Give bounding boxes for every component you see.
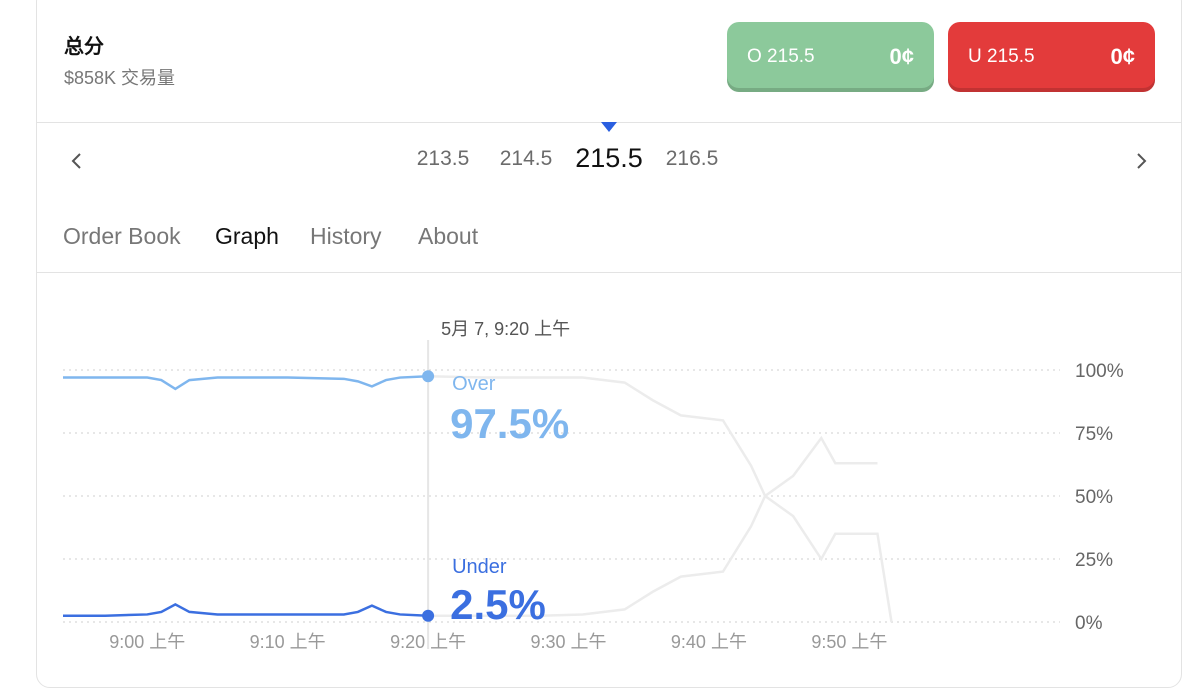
- y-tick-label: 100%: [1075, 361, 1124, 382]
- bet-price: 0¢: [889, 44, 914, 69]
- hover-value: 97.5%: [450, 400, 569, 447]
- legend-name: Under: [452, 556, 507, 578]
- tab[interactable]: About: [418, 223, 479, 249]
- x-tick-label: 9:00 上午: [109, 632, 185, 649]
- bet-price: 0¢: [1110, 44, 1135, 69]
- series-line: [428, 435, 878, 617]
- x-tick-label: 9:30 上午: [530, 632, 606, 649]
- series-line: [63, 602, 429, 617]
- nav-icons: [71, 122, 1147, 169]
- y-tick-label: 75%: [1075, 424, 1113, 445]
- y-tick-label: 0%: [1075, 613, 1103, 634]
- line-option[interactable]: 213.5: [416, 147, 470, 170]
- hover-dot: [422, 370, 435, 383]
- x-tick-label: 9:50 上午: [811, 632, 887, 649]
- tab[interactable]: History: [310, 223, 382, 249]
- y-tick-label: 25%: [1075, 550, 1113, 571]
- line-option[interactable]: 214.5: [499, 147, 553, 170]
- chart: 0%25%50%75%100%9:00 上午 9:10 上午 9:20 上午 9:30…: [63, 319, 1124, 649]
- hover-label: 5月 7, 9:20 上午: [441, 319, 570, 339]
- bet-label: U 215.5: [968, 46, 1035, 67]
- hover-dot: [422, 609, 435, 622]
- selected-pointer: [601, 122, 617, 132]
- bet-label: O 215.5: [747, 46, 815, 67]
- divider: [36, 272, 1182, 273]
- tab[interactable]: Order Book: [63, 223, 181, 249]
- x-tick-label: 9:40 上午: [671, 632, 747, 649]
- x-tick-label: 9:10 上午: [250, 632, 326, 649]
- market-title: 总分: [64, 36, 104, 58]
- bet-button[interactable]: O 215.5 0¢: [727, 22, 934, 92]
- line-option[interactable]: 216.5: [665, 147, 719, 170]
- bet-button[interactable]: U 215.5 0¢: [948, 22, 1155, 92]
- legend-name: Over: [452, 373, 496, 395]
- tab[interactable]: Graph: [215, 223, 279, 249]
- line-option[interactable]: 215.5: [575, 143, 643, 173]
- series-line: [63, 375, 429, 391]
- next-arrow[interactable]: [1137, 153, 1147, 169]
- prev-arrow[interactable]: [71, 153, 81, 169]
- volume: $858K 交易量: [64, 68, 176, 88]
- series-line: [428, 375, 893, 623]
- y-tick-label: 50%: [1075, 487, 1113, 508]
- hover-value: 2.5%: [450, 581, 546, 628]
- page: 总分 $858K 交易量 O 215.5 0¢ U 215.5 0¢ 213.5 214…: [36, 0, 1182, 688]
